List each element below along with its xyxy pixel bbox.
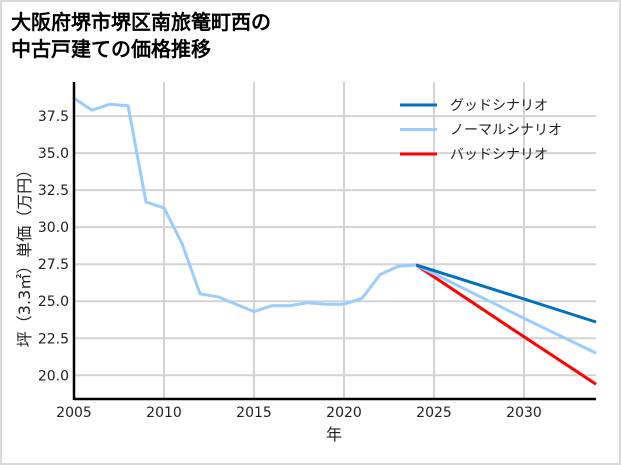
y-tick-label: 35.0 [38, 146, 69, 162]
y-tick-label: 25.0 [38, 294, 69, 310]
legend-label-2: バッドシナリオ [450, 147, 548, 163]
axis-spines [72, 82, 596, 401]
chart-title-line-2: 中古戸建ての価格推移 [11, 37, 211, 61]
y-tick-label: 37.5 [38, 109, 69, 125]
series-line-2 [415, 263, 597, 386]
x-tick-label: 2020 [326, 405, 362, 421]
y-tick-label: 30.0 [38, 220, 69, 236]
x-tick-label: 2015 [236, 405, 272, 421]
y-tick-label: 22.5 [38, 331, 69, 347]
x-tick-label: 2005 [56, 405, 92, 421]
historical-line [73, 97, 417, 314]
data-lines [73, 97, 597, 386]
y-axis-label: 坪（3.3㎡）単価（万円） [15, 162, 34, 347]
y-axis-ticks: 20.0 22.5 25.0 27.5 30.0 32.5 35.0 37.5 [38, 109, 69, 384]
y-tick-label: 20.0 [38, 368, 69, 384]
legend-label-1: ノーマルシナリオ [450, 123, 562, 139]
series-line-1 [415, 263, 597, 355]
x-axis-ticks: 2005 2010 2015 2020 2025 2030 [56, 405, 542, 421]
y-tick-label: 32.5 [38, 183, 69, 199]
x-tick-label: 2025 [416, 405, 452, 421]
x-axis-label: 年 [326, 425, 342, 444]
y-tick-label: 27.5 [38, 257, 69, 273]
x-tick-label: 2010 [146, 405, 182, 421]
series-line-0 [415, 263, 597, 324]
chart-title-line-1: 大阪府堺市堺区南旅篭町西の [11, 10, 271, 34]
legend-label-0: グッドシナリオ [450, 98, 548, 114]
chart-title: 大阪府堺市堺区南旅篭町西の 中古戸建ての価格推移 [11, 9, 271, 63]
x-tick-label: 2030 [506, 405, 542, 421]
